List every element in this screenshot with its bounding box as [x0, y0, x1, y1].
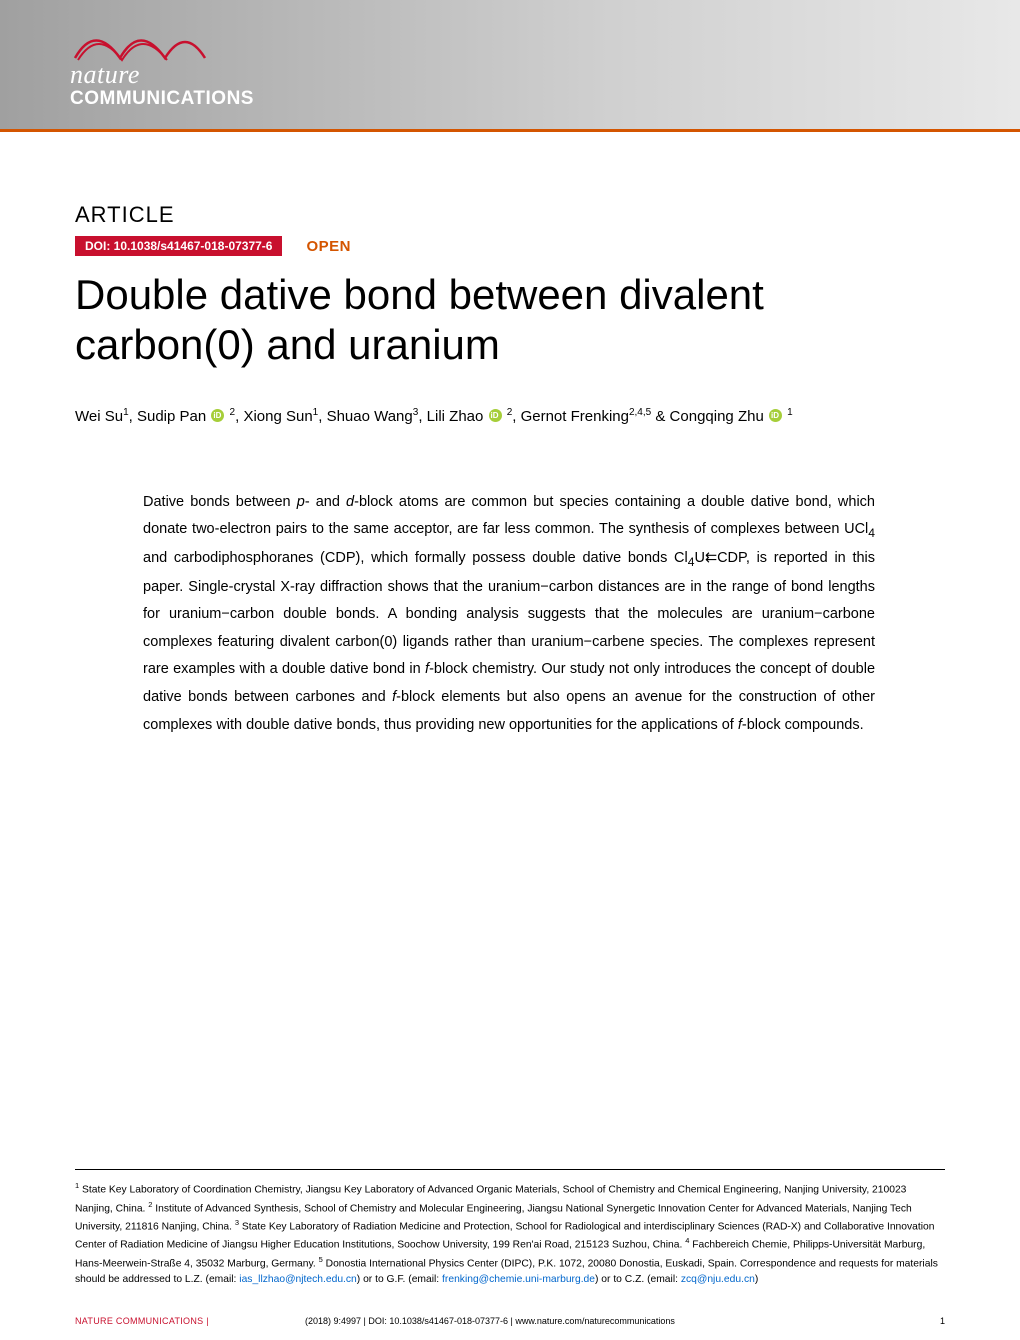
doi-prefix: DOI:	[85, 239, 114, 253]
doi-badge: DOI: 10.1038/s41467-018-07377-6	[75, 236, 282, 256]
article-content: ARTICLE DOI: 10.1038/s41467-018-07377-6 …	[0, 132, 1020, 739]
journal-name-nature: nature	[70, 60, 254, 90]
abstract-text: Dative bonds between p- and d-block atom…	[75, 489, 945, 739]
doi-row: DOI: 10.1038/s41467-018-07377-6 OPEN	[75, 236, 945, 256]
email-link[interactable]: zcq@nju.edu.cn	[681, 1274, 755, 1285]
footer-citation: (2018) 9:4997 | DOI: 10.1038/s41467-018-…	[305, 1316, 675, 1326]
journal-logo: nature COMMUNICATIONS	[70, 18, 254, 110]
orcid-icon	[211, 409, 224, 422]
footer-page-number: 1	[940, 1316, 945, 1326]
page-footer: NATURE COMMUNICATIONS | (2018) 9:4997 | …	[75, 1316, 945, 1326]
article-title: Double dative bond between divalent carb…	[75, 270, 945, 369]
open-access-label: OPEN	[306, 238, 351, 255]
orcid-icon	[489, 409, 502, 422]
journal-banner: nature COMMUNICATIONS	[0, 0, 1020, 132]
email-link[interactable]: ias_llzhao@njtech.edu.cn	[239, 1274, 357, 1285]
doi-value: 10.1038/s41467-018-07377-6	[114, 239, 273, 253]
email-link[interactable]: frenking@chemie.uni-marburg.de	[442, 1274, 595, 1285]
affiliations-block: 1 State Key Laboratory of Coordination C…	[75, 1169, 945, 1288]
footer-journal: NATURE COMMUNICATIONS |	[75, 1316, 209, 1326]
article-type-label: ARTICLE	[75, 202, 945, 228]
logo-swoosh-icon	[70, 18, 210, 66]
journal-name-communications: COMMUNICATIONS	[70, 88, 254, 110]
orcid-icon	[769, 409, 782, 422]
authors-list: Wei Su1, Sudip Pan 2, Xiong Sun1, Shuao …	[75, 405, 945, 429]
